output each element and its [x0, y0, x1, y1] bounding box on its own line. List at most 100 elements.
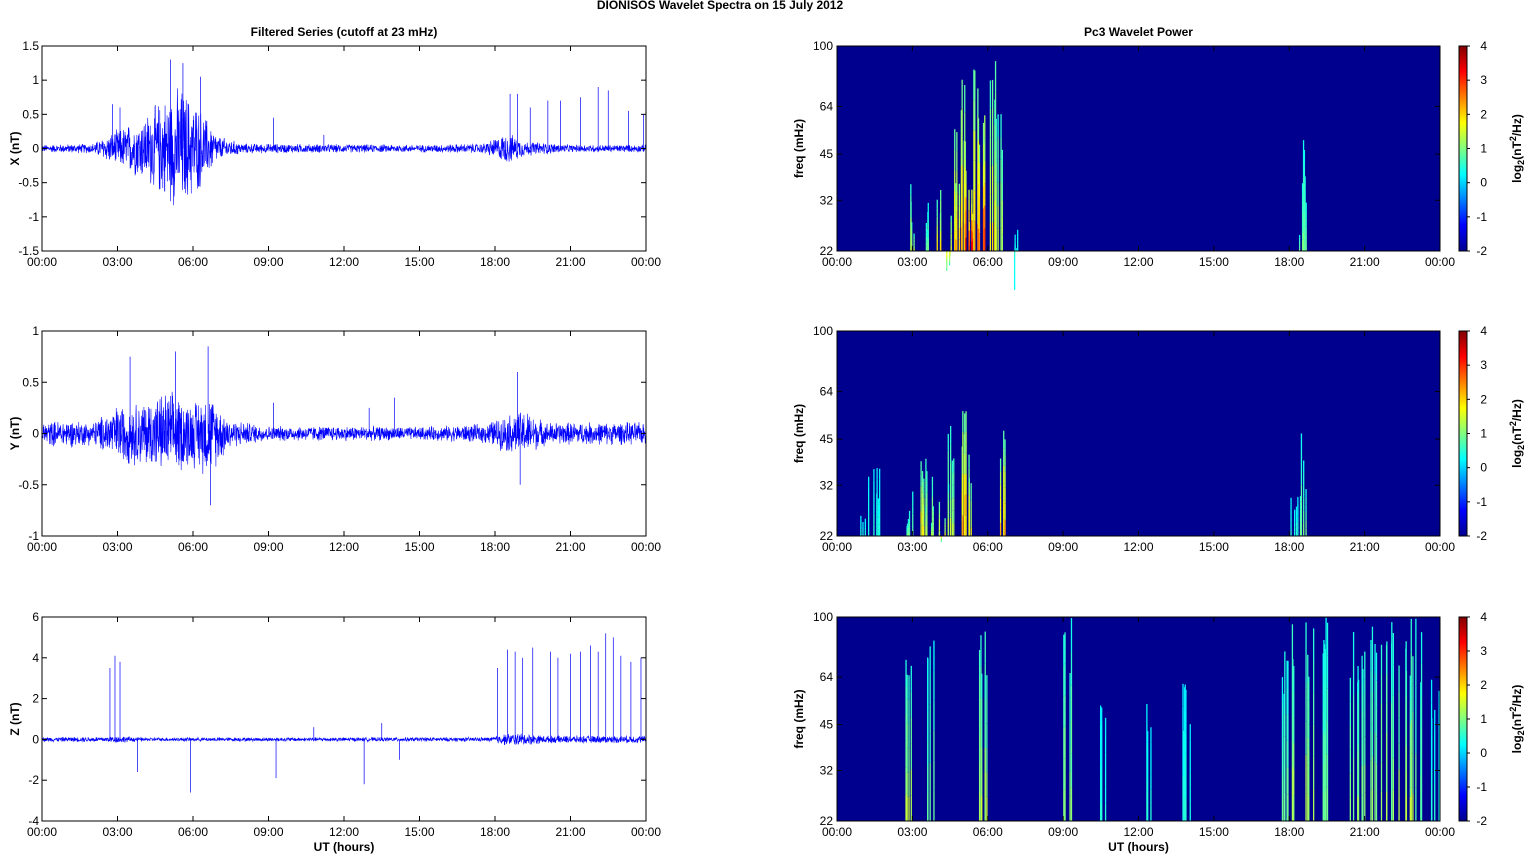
- filtered-z-ytick-label: 2: [32, 692, 39, 706]
- filtered-z-frame: [41, 616, 647, 822]
- wavelet-x-xtick-label: 12:00: [1123, 255, 1153, 269]
- wavelet-x-xtick-label: 21:00: [1350, 255, 1380, 269]
- filtered-z-xtick-label: 18:00: [480, 825, 510, 839]
- wavelet-x-ytick-label: 22: [820, 244, 834, 258]
- filtered-z-ytick-label: 6: [32, 610, 39, 624]
- wavelet-z-colorbar-label: log2(nT2/Hz): [1508, 685, 1525, 754]
- wavelet-x-xtick-label: 18:00: [1274, 255, 1304, 269]
- wavelet-y-xtick-label: 06:00: [973, 540, 1003, 554]
- wavelet-x-colorbar: [1458, 45, 1468, 252]
- wavelet-z-colorbar-tick-label: 3: [1480, 644, 1487, 658]
- filtered-z-xtick-label: 09:00: [253, 825, 283, 839]
- wavelet-x-frame: [836, 45, 1441, 252]
- wavelet-z-xtick-label: 00:00: [1425, 825, 1455, 839]
- wavelet-y-colorbar-tick-label: -1: [1476, 495, 1487, 509]
- wavelet-z-xtick-label: 09:00: [1048, 825, 1078, 839]
- filtered-z-xtick-label: 15:00: [404, 825, 434, 839]
- wavelet-x-colorbar-tick-label: 3: [1480, 73, 1487, 87]
- filtered-y-ytick-label: -1: [28, 529, 39, 543]
- wavelet-x-colorbar-tick-label: -1: [1476, 210, 1487, 224]
- wavelet-x-ylabel: freq (mHz): [792, 119, 806, 178]
- wavelet-x-ytick-label: 100: [813, 39, 833, 53]
- wavelet-z-ytick-label: 32: [820, 764, 834, 778]
- wavelet-z-colorbar-tick-label: -1: [1476, 780, 1487, 794]
- wavelet-y-ytick-label: 64: [820, 384, 834, 398]
- filtered-x-ytick-label: 1.5: [22, 39, 39, 53]
- wavelet-z-colorbar: [1458, 616, 1468, 822]
- wavelet-x-colorbar-tick-label: 2: [1480, 107, 1487, 121]
- filtered-x-ytick-label: -1: [28, 210, 39, 224]
- wavelet-z-ytick-label: 22: [820, 814, 834, 828]
- wavelet-y-xtick-label: 00:00: [1425, 540, 1455, 554]
- filtered-z-xtick-label: 12:00: [329, 825, 359, 839]
- wavelet-z-ylabel: freq (mHz): [792, 689, 806, 748]
- filtered-y-xtick-label: 06:00: [178, 540, 208, 554]
- filtered-y-trace: [41, 391, 647, 474]
- filtered-x-xtick-label: 00:00: [27, 255, 57, 269]
- filtered-y-xtick-label: 15:00: [404, 540, 434, 554]
- filtered-z-ytick-label: -4: [28, 814, 39, 828]
- filtered-x-xtick-label: 21:00: [555, 255, 585, 269]
- filtered-x-xtick-label: 03:00: [102, 255, 132, 269]
- wavelet-x-ytick-label: 64: [820, 99, 834, 113]
- wavelet-z-xtick-label: 06:00: [973, 825, 1003, 839]
- wavelet-y-ytick-label: 22: [820, 529, 834, 543]
- wavelet-z-colorbar-tick-label: -2: [1476, 814, 1487, 828]
- wavelet-z-xtick-label: 00:00: [822, 825, 852, 839]
- filtered-y-ytick-label: 0: [32, 427, 39, 441]
- filtered-x-ylabel: X (nT): [8, 132, 22, 166]
- wavelet-y-xtick-label: 15:00: [1199, 540, 1229, 554]
- wavelet-z-colorbar-tick-label: 4: [1480, 610, 1487, 624]
- wavelet-x-xtick-label: 09:00: [1048, 255, 1078, 269]
- filtered-y-ytick-label: -0.5: [18, 478, 39, 492]
- wavelet-x-ytick-label: 32: [820, 193, 834, 207]
- wavelet-z-xtick-label: 03:00: [897, 825, 927, 839]
- filtered-z-xtick-label: 03:00: [102, 825, 132, 839]
- wavelet-z-xtick-label: 15:00: [1199, 825, 1229, 839]
- filtered-y-frame: [41, 330, 647, 537]
- wavelet-x-colorbar-tick-label: 4: [1480, 39, 1487, 53]
- right-column-title: Pc3 Wavelet Power: [1084, 25, 1193, 39]
- wavelet-x-colorbar-label: log2(nT2/Hz): [1508, 114, 1525, 183]
- wavelet-z-colorbar-tick-label: 2: [1480, 678, 1487, 692]
- figure-title: DIONISOS Wavelet Spectra on 15 July 2012: [597, 0, 844, 12]
- wavelet-y-colorbar-label: log2(nT2/Hz): [1508, 399, 1525, 468]
- filtered-x-trace: [41, 88, 647, 206]
- filtered-y-xtick-label: 00:00: [631, 540, 661, 554]
- wavelet-y-colorbar-tick-label: 3: [1480, 358, 1487, 372]
- wavelet-z-colorbar-tick-label: 0: [1480, 746, 1487, 760]
- wavelet-z-xtick-label: 21:00: [1350, 825, 1380, 839]
- wavelet-y-colorbar-tick-label: 2: [1480, 392, 1487, 406]
- filtered-z-trace: [41, 733, 647, 745]
- filtered-x-ytick-label: -0.5: [18, 176, 39, 190]
- wavelet-y-xtick-label: 21:00: [1350, 540, 1380, 554]
- filtered-y-xtick-label: 09:00: [253, 540, 283, 554]
- wavelet-x-colorbar-tick-label: 1: [1480, 142, 1487, 156]
- wavelet-y-ylabel: freq (mHz): [792, 404, 806, 463]
- wavelet-y-colorbar: [1458, 330, 1468, 537]
- left-column-title: Filtered Series (cutoff at 23 mHz): [251, 25, 438, 39]
- wavelet-y-xtick-label: 00:00: [822, 540, 852, 554]
- filtered-z-xtick-label: 00:00: [631, 825, 661, 839]
- wavelet-z-plot-area: [837, 617, 1440, 821]
- filtered-z-xtick-label: 06:00: [178, 825, 208, 839]
- filtered-x-xtick-label: 09:00: [253, 255, 283, 269]
- wavelet-x-xtick-label: 00:00: [1425, 255, 1455, 269]
- filtered-x-ytick-label: 0: [32, 142, 39, 156]
- filtered-x-xtick-label: 15:00: [404, 255, 434, 269]
- filtered-z-xlabel: UT (hours): [314, 840, 375, 854]
- wavelet-y-colorbar-tick-label: 0: [1480, 461, 1487, 475]
- wavelet-x-xtick-label: 03:00: [897, 255, 927, 269]
- filtered-y-xtick-label: 12:00: [329, 540, 359, 554]
- filtered-y-xtick-label: 21:00: [555, 540, 585, 554]
- filtered-z-xtick-label: 00:00: [27, 825, 57, 839]
- wavelet-z-xlabel: UT (hours): [1108, 840, 1169, 854]
- wavelet-y-ytick-label: 32: [820, 478, 834, 492]
- filtered-x-xtick-label: 06:00: [178, 255, 208, 269]
- filtered-z-xtick-label: 21:00: [555, 825, 585, 839]
- filtered-z-ytick-label: -2: [28, 773, 39, 787]
- filtered-z-ytick-label: 0: [32, 732, 39, 746]
- filtered-x-ytick-label: -1.5: [18, 244, 39, 258]
- wavelet-y-xtick-label: 09:00: [1048, 540, 1078, 554]
- wavelet-x-xtick-label: 00:00: [822, 255, 852, 269]
